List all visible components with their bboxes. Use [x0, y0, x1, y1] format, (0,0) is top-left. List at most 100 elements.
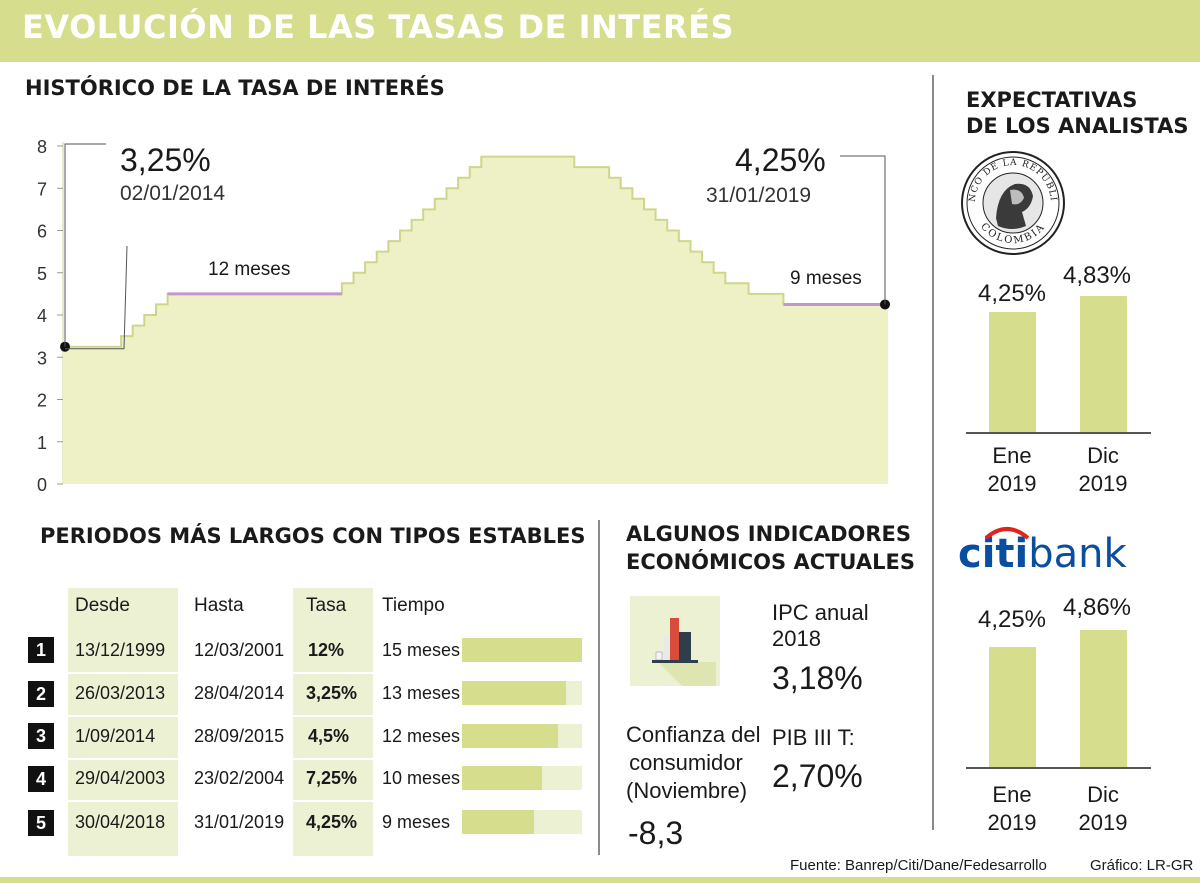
citi-value-ene: 4,25%	[977, 606, 1047, 633]
cell-tiempo: 9 meses	[382, 812, 451, 832]
label-12-meses: 12 meses	[208, 259, 291, 280]
rank-badge: 3	[28, 723, 54, 749]
cell-desde: 30/04/2018	[75, 812, 166, 832]
y-tick-label: 4	[37, 306, 47, 326]
header-tiempo: Tiempo	[382, 595, 445, 616]
banrep-period-dic-month: Dic	[1087, 443, 1119, 468]
row-separator	[28, 672, 588, 674]
confidence-label-line3: (Noviembre)	[626, 778, 748, 803]
cell-desde: 1/09/2014	[75, 726, 156, 746]
banrep-period-ene-year: 2019	[987, 471, 1037, 496]
citibank-logo-bank: bank	[1028, 531, 1127, 577]
cell-tiempo: 13 meses	[382, 683, 461, 703]
interest-rate-chart: 0 1 2 3 4 5 6 7 8	[37, 137, 890, 495]
history-section-title: HISTÓRICO DE LA TASA DE INTERÉS	[25, 76, 445, 100]
bottom-bar	[0, 877, 1200, 883]
tasa-column-bg	[293, 588, 373, 856]
desde-column-bg	[68, 588, 178, 856]
banrep-value-dic: 4,83%	[1062, 262, 1132, 289]
start-date-label: 02/01/2014	[120, 182, 226, 205]
confidence-value: -8,3	[628, 815, 684, 851]
citi-baseline	[966, 767, 1151, 769]
cell-hasta: 28/09/2015	[194, 726, 285, 746]
cell-tiempo: 12 meses	[382, 726, 461, 746]
expectations-title-line1: EXPECTATIVAS	[966, 88, 1138, 112]
header-hasta: Hasta	[194, 595, 244, 616]
start-rate-label: 3,25%	[120, 142, 211, 178]
banrep-period-dic-year: 2019	[1078, 471, 1128, 496]
citi-period-dic-month: Dic	[1087, 782, 1119, 807]
label-9-meses: 9 meses	[790, 268, 862, 289]
y-tick-label: 8	[37, 137, 47, 157]
indicators-title-line2: ECONÓMICOS ACTUALES	[626, 550, 915, 574]
citi-value-dic: 4,86%	[1062, 594, 1132, 621]
cell-hasta: 28/04/2014	[194, 683, 285, 703]
cell-tasa: 4,25%	[306, 812, 358, 832]
citi-period-ene-year: 2019	[987, 810, 1037, 835]
duration-bar	[462, 638, 582, 662]
cell-tiempo: 10 meses	[382, 768, 461, 788]
end-callout-line	[840, 155, 886, 305]
duration-bar	[462, 724, 558, 748]
y-tick-label: 0	[37, 475, 47, 495]
title-banner	[0, 0, 1200, 62]
cell-tasa: 7,25%	[306, 768, 358, 788]
citi-bar-ene	[989, 647, 1036, 767]
ipc-value: 3,18%	[772, 660, 863, 696]
cell-desde: 29/04/2003	[75, 768, 166, 788]
confidence-label-line2: consumidor	[629, 750, 743, 775]
duration-bar	[462, 681, 566, 705]
duration-bar	[462, 810, 534, 834]
banrep-baseline	[966, 432, 1151, 434]
indicators-title-line1: ALGUNOS INDICADORES	[626, 522, 912, 546]
banrep-bar-dic	[1080, 295, 1127, 432]
cell-tasa: 3,25%	[306, 683, 358, 703]
rank-badge: 1	[28, 637, 54, 663]
duration-bar	[462, 766, 542, 790]
citibank-logo-citi: citi	[958, 531, 1029, 577]
header-tasa: Tasa	[306, 595, 347, 616]
rank-badge: 4	[28, 766, 54, 792]
row-separator	[28, 800, 588, 802]
lower-divider	[598, 520, 600, 855]
graphic-credit: Gráfico: LR-GR	[1090, 857, 1194, 874]
pib-value: 2,70%	[772, 758, 863, 794]
ipc-label-line2: 2018	[772, 626, 821, 651]
cell-hasta: 12/03/2001	[194, 640, 285, 660]
right-column-divider	[932, 75, 934, 830]
banrep-bar-ene	[989, 312, 1036, 432]
banco-republica-logo: BANCO DE LA REPUBLICA COLOMBIA	[960, 150, 1065, 255]
rank-badge: 5	[28, 810, 54, 836]
row-separator	[28, 758, 588, 760]
start-callout-line	[64, 143, 106, 347]
ipc-label-line1: IPC anual	[772, 600, 869, 625]
cell-hasta: 31/01/2019	[194, 812, 285, 832]
source-note: Fuente: Banrep/Citi/Dane/Fedesarrollo	[790, 857, 1047, 874]
indicator-bar-chart-icon	[630, 596, 720, 686]
y-tick-label: 7	[37, 179, 47, 199]
cell-hasta: 23/02/2004	[194, 768, 285, 788]
table-section-title: PERIODOS MÁS LARGOS CON TIPOS ESTABLES	[40, 524, 586, 548]
cell-tiempo: 15 meses	[382, 640, 461, 660]
citi-period-dic-year: 2019	[1078, 810, 1128, 835]
expectations-title-line2: DE LOS ANALISTAS	[966, 114, 1189, 138]
cell-tasa: 12%	[308, 640, 345, 660]
y-tick-label: 6	[37, 222, 47, 242]
start-bracket-line	[65, 245, 128, 350]
rate-area	[63, 156, 888, 484]
cell-tasa: 4,5%	[308, 726, 350, 746]
citi-period-ene-month: Ene	[992, 782, 1032, 807]
pib-label: PIB III T:	[772, 725, 855, 750]
end-date-label: 31/01/2019	[706, 184, 812, 207]
citi-arc-icon	[984, 527, 1030, 540]
banrep-period-ene-month: Ene	[992, 443, 1032, 468]
y-tick-label: 1	[37, 433, 47, 453]
header-desde: Desde	[75, 595, 130, 616]
row-separator	[28, 715, 588, 717]
y-tick-label: 2	[37, 391, 47, 411]
page-title: EVOLUCIÓN DE LAS TASAS DE INTERÉS	[22, 8, 735, 46]
banrep-value-ene: 4,25%	[977, 280, 1047, 307]
end-rate-label: 4,25%	[735, 142, 826, 178]
y-tick-label: 5	[37, 264, 47, 284]
y-tick-label: 3	[37, 348, 47, 368]
